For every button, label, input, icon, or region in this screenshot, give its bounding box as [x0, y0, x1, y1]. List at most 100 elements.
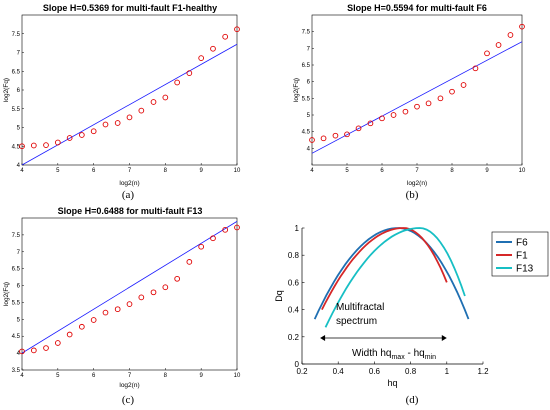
data-point [30, 142, 37, 149]
y-tick-label: 7 [17, 51, 21, 57]
data-point [90, 128, 97, 135]
x-tick-label: 6 [380, 168, 384, 174]
data-point [43, 142, 49, 148]
data-point [507, 32, 514, 38]
x-tick-label: 10 [234, 168, 241, 174]
y-tick-label: 3.5 [12, 368, 21, 374]
spectrum-curve-f6 [313, 227, 470, 320]
y-tick-label: 5.5 [302, 96, 311, 102]
fit-line [22, 43, 237, 165]
data-point [138, 107, 145, 114]
x-tick-label: 9 [485, 168, 489, 174]
data-point [78, 132, 85, 138]
spectrum-label-line1: Multifractal [336, 302, 384, 313]
y-tick-label: 7.5 [302, 30, 311, 36]
data-point [309, 137, 315, 143]
spectrum-curve-f13 [324, 227, 466, 328]
x-tick-label: 4 [310, 168, 314, 174]
legend-label: F6 [516, 238, 528, 249]
data-point [19, 143, 25, 150]
data-point [344, 131, 350, 138]
y-tick-label: 6.5 [12, 69, 21, 75]
y-tick-label: 6 [307, 80, 311, 86]
y-tick-label: 5 [307, 113, 311, 119]
y-tick-label: 1 [295, 224, 300, 233]
fit-line [22, 221, 237, 354]
data-point [355, 125, 362, 132]
x-axis-label: log2(n) [407, 180, 427, 187]
spectrum-curve-f1 [321, 227, 448, 311]
panel-b: Slope H=0.5594 for multi-fault F6 4 5 6 7 8 9 1… [293, 3, 526, 201]
x-tick-label: 7 [128, 168, 132, 174]
x-tick-label: 0.4 [333, 367, 345, 376]
panel-label: (d) [406, 394, 419, 406]
y-axis-label: Dq [274, 290, 284, 302]
data-point [484, 50, 490, 57]
data-point [222, 33, 229, 40]
x-tick-label: 7 [415, 168, 419, 174]
x-tick-label: 5 [345, 168, 349, 174]
data-point [402, 108, 409, 115]
y-tick-label: 6.5 [12, 267, 21, 273]
x-tick-label: 0.2 [296, 367, 308, 376]
data-point [222, 226, 229, 233]
y-tick-label: 5 [17, 126, 21, 132]
x-tick-label: 7 [128, 373, 132, 379]
x-tick-label: 0.8 [405, 367, 417, 376]
x-tick-label: 8 [164, 168, 168, 174]
y-tick-label: 5 [17, 317, 21, 323]
panel-d: 0.2 0.4 0.6 0.8 1 1.200.20.40.60.81hqDqMultif… [274, 224, 549, 406]
panel-label: (c) [122, 394, 135, 406]
data-point [379, 115, 385, 122]
width-label: Width hqmax - hqmin [352, 348, 436, 361]
data-point [90, 317, 97, 323]
data-point [66, 331, 73, 338]
data-point [186, 259, 193, 265]
x-tick-label: 1 [445, 367, 450, 376]
data-point [449, 88, 455, 95]
data-point [437, 95, 444, 102]
y-tick-label: 0.8 [288, 251, 300, 260]
y-tick-label: 0.4 [288, 306, 300, 315]
x-tick-label: 10 [519, 168, 526, 174]
data-point [126, 114, 133, 121]
y-tick-label: 5.5 [12, 107, 21, 113]
y-tick-label: 4 [17, 163, 21, 169]
data-point [460, 82, 467, 88]
chart-title: Slope H=0.5594 for multi-fault F6 [347, 3, 487, 13]
panel-label: (a) [122, 189, 135, 201]
x-axis-label: hq [387, 378, 397, 388]
data-point [495, 42, 502, 48]
legend-label: F1 [516, 251, 528, 262]
data-point [30, 347, 37, 354]
width-label-part: min [425, 354, 436, 361]
y-axis-label: log2(Fq) [3, 282, 10, 306]
data-point [186, 70, 193, 76]
panel-a: Slope H=0.5369 for multi-fault F1-health… [3, 3, 241, 201]
data-point [367, 120, 374, 127]
y-tick-label: 6 [17, 284, 21, 290]
y-tick-label: 0.2 [288, 333, 300, 342]
y-tick-label: 4 [307, 146, 311, 152]
width-label-part: - hq [405, 348, 425, 359]
y-tick-label: 0 [295, 360, 300, 369]
data-point [54, 340, 61, 346]
data-point [78, 323, 85, 330]
data-point [162, 284, 169, 291]
x-tick-label: 10 [234, 373, 241, 379]
y-tick-label: 7.5 [12, 32, 21, 38]
width-arrow-head-left [320, 335, 326, 341]
data-point [519, 23, 525, 30]
chart-title: Slope H=0.5369 for multi-fault F1-health… [43, 3, 217, 13]
x-axis-label: log2(n) [119, 180, 139, 187]
x-tick-label: 9 [199, 168, 203, 174]
data-point [102, 121, 109, 128]
panel-c: Slope H=0.6488 for multi-fault F13 4 5 6 7 8 9… [3, 206, 241, 406]
data-point [320, 135, 327, 142]
y-axis-label: log2(Fq) [293, 78, 300, 102]
data-point [174, 275, 181, 282]
x-tick-label: 8 [164, 373, 168, 379]
width-arrow-head-right [441, 335, 447, 341]
x-tick-label: 4 [20, 168, 24, 174]
fit-line [312, 41, 522, 154]
